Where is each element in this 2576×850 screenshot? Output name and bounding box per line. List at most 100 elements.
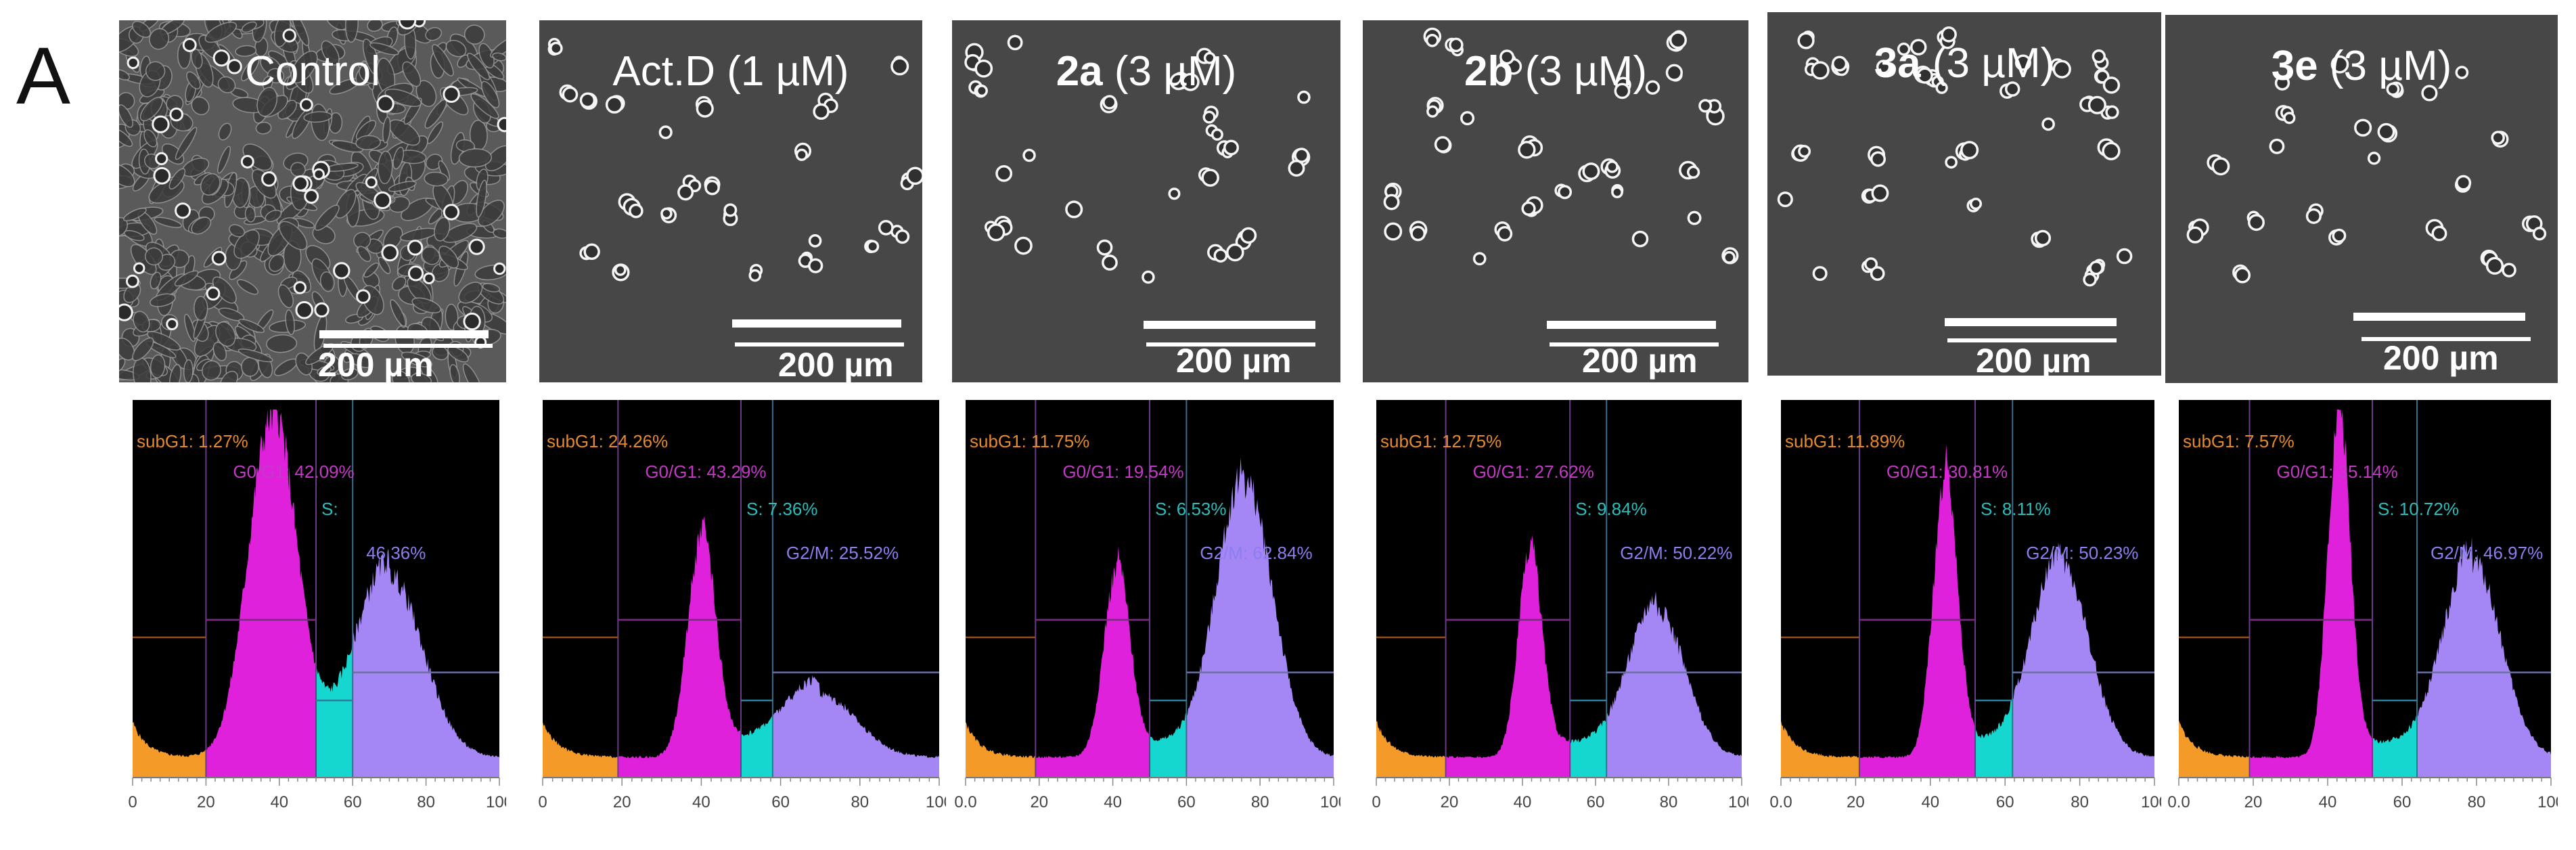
x-tick-label: 80 — [417, 793, 435, 811]
gate-label-G0G1: G0/G1: 43.29% — [645, 462, 766, 482]
scale-bar-label: 200 µm — [1176, 342, 1292, 380]
histogram-region-G2M — [2417, 537, 2551, 778]
histogram-region-subG1 — [966, 721, 1036, 778]
micrograph-title: 2b (3 µM) — [1363, 47, 1748, 95]
x-tick-label: 60 — [344, 793, 362, 811]
cell-cycle-histogram-1: subG1: 1.27% G0/G1: 42.09% S: 46.36% 0 20 40 60… — [119, 396, 506, 820]
micrograph-title: 3e (3 µM) — [2165, 42, 2558, 90]
gate-label-G2M: G2/M: 50.23% — [2026, 543, 2138, 563]
histogram-region-S — [1975, 695, 2013, 778]
gate-label-G2M: G2/M: 62.84% — [1200, 543, 1312, 563]
histogram-region-S — [316, 635, 353, 778]
compound-id: 2a — [1056, 48, 1103, 95]
histogram-svg: subG1: 12.75% G0/G1: 27.62% S: 9.84% G2/M: … — [1372, 400, 1748, 811]
x-tick-label: 80 — [2071, 793, 2089, 811]
x-tick-label: 100 — [2141, 793, 2161, 811]
treatment-label: (3 µM) — [2318, 43, 2452, 89]
histogram-region-G2M — [353, 548, 499, 778]
micrograph-title: Act.D (1 µM) — [539, 47, 922, 95]
gate-label-S: S: 7.36% — [746, 499, 818, 519]
histogram-region-G0G1 — [618, 516, 741, 778]
gate-label-S: S: 10.72% — [2378, 499, 2459, 519]
scale-bar-label: 200 µm — [1582, 342, 1698, 380]
x-tick-label: 20 — [1441, 793, 1459, 811]
histogram-region-G0G1 — [206, 409, 316, 778]
micrograph-cells — [2165, 15, 2558, 383]
scale-bar-label: 200 µm — [778, 346, 894, 382]
histogram-region-G0G1 — [1859, 444, 1976, 778]
x-tick-label: 0.0 — [2167, 793, 2190, 811]
x-tick-label: 100 — [2537, 793, 2558, 811]
x-tick-label: 100 — [926, 793, 946, 811]
x-tick-label: 40 — [2319, 793, 2337, 811]
gate-label-S: S: 6.53% — [1155, 499, 1227, 519]
gate-label-S: S: 8.11% — [1981, 499, 2051, 519]
scale-bar-underline — [2362, 337, 2531, 341]
x-tick-label: 80 — [2468, 793, 2486, 811]
treatment-label: Control — [245, 48, 380, 95]
x-tick-label: 60 — [1587, 793, 1605, 811]
gate-label-subG1: subG1: 24.26% — [547, 431, 668, 451]
scale-bar-underline — [323, 344, 493, 348]
x-tick-label: 80 — [1660, 793, 1678, 811]
x-tick-label: 20 — [1847, 793, 1865, 811]
micrograph-cells — [1767, 12, 2161, 376]
treatment-label: (3 µM) — [1513, 48, 1647, 95]
x-tick-label: 60 — [1177, 793, 1196, 811]
micrograph-1: Control 200 µm — [119, 20, 506, 382]
histogram-region-subG1 — [133, 721, 206, 778]
gate-label-G0G1: G0/G1: 19.54% — [1062, 462, 1183, 482]
histogram-svg: subG1: 11.89% G0/G1: 30.81% S: 8.11% G2/M: … — [1769, 400, 2161, 811]
histogram-region-subG1 — [1781, 721, 1859, 778]
gate-label-subG1: subG1: 11.89% — [1785, 431, 1905, 451]
histogram-region-G0G1 — [2249, 409, 2372, 778]
x-tick-label: 20 — [613, 793, 631, 811]
micrograph-title: 2a (3 µM) — [952, 47, 1340, 95]
micrograph-6: 3e (3 µM) 200 µm — [2165, 15, 2558, 383]
scale-bar — [1144, 321, 1315, 329]
x-tick-label: 0 — [538, 793, 547, 811]
gate-label-G2M: 46.36% — [366, 543, 426, 563]
cell-cycle-histogram-6: subG1: 7.57% G0/G1: 35.14% S: 10.72% G2/M: … — [2165, 396, 2558, 820]
histogram-svg: subG1: 1.27% G0/G1: 42.09% S: 46.36% 0 20 40 60… — [128, 400, 506, 811]
compound-id: 3a — [1874, 40, 1921, 87]
gate-label-subG1: subG1: 7.57% — [2183, 431, 2295, 451]
panel-label: A — [16, 30, 71, 121]
scale-bar — [1945, 318, 2117, 326]
histogram-svg: subG1: 7.57% G0/G1: 35.14% S: 10.72% G2/M: … — [2167, 400, 2558, 811]
x-tick-label: 20 — [1030, 793, 1048, 811]
histogram-region-S — [1150, 713, 1187, 778]
gate-label-G0G1: G0/G1: 42.09% — [233, 462, 354, 482]
compound-id: 3e — [2271, 43, 2318, 89]
treatment-label: Act.D (1 µM) — [612, 48, 849, 95]
histogram-region-G2M — [772, 675, 939, 778]
x-tick-label: 0 — [1372, 793, 1380, 811]
micrograph-title: Control — [119, 47, 506, 95]
x-tick-label: 20 — [2244, 793, 2263, 811]
micrograph-5: 3a (3 µM) 200 µm — [1767, 12, 2161, 376]
gate-label-G0G1: G0/G1: 35.14% — [2277, 462, 2398, 482]
histogram-region-G0G1 — [1035, 546, 1150, 778]
scale-bar — [319, 330, 489, 338]
x-tick-label: 40 — [1514, 793, 1532, 811]
compound-id: 2b — [1464, 48, 1514, 95]
histogram-region-S — [741, 714, 773, 778]
scale-bar — [732, 319, 901, 328]
treatment-label: (3 µM) — [1102, 48, 1237, 95]
gate-label-G2M: G2/M: 50.22% — [1620, 543, 1732, 563]
x-tick-label: 100 — [1320, 793, 1340, 811]
x-tick-label: 60 — [771, 793, 790, 811]
x-tick-label: 0.0 — [1769, 793, 1792, 811]
x-tick-label: 0.0 — [954, 793, 976, 811]
histogram-region-G2M — [1606, 591, 1742, 778]
scale-bar-underline — [1947, 338, 2117, 342]
gate-label-subG1: subG1: 11.75% — [970, 431, 1089, 451]
gate-label-S: S: — [321, 499, 338, 519]
x-tick-label: 40 — [1921, 793, 1939, 811]
gate-label-subG1: subG1: 1.27% — [137, 431, 248, 451]
scale-bar-label: 200 µm — [2383, 339, 2499, 377]
x-tick-label: 80 — [851, 793, 869, 811]
gate-label-G2M: G2/M: 25.52% — [786, 543, 899, 563]
histogram-svg: subG1: 24.26% G0/G1: 43.29% S: 7.36% G2/M: … — [538, 400, 946, 811]
histogram-svg: subG1: 11.75% G0/G1: 19.54% S: 6.53% G2/M: … — [954, 400, 1340, 811]
